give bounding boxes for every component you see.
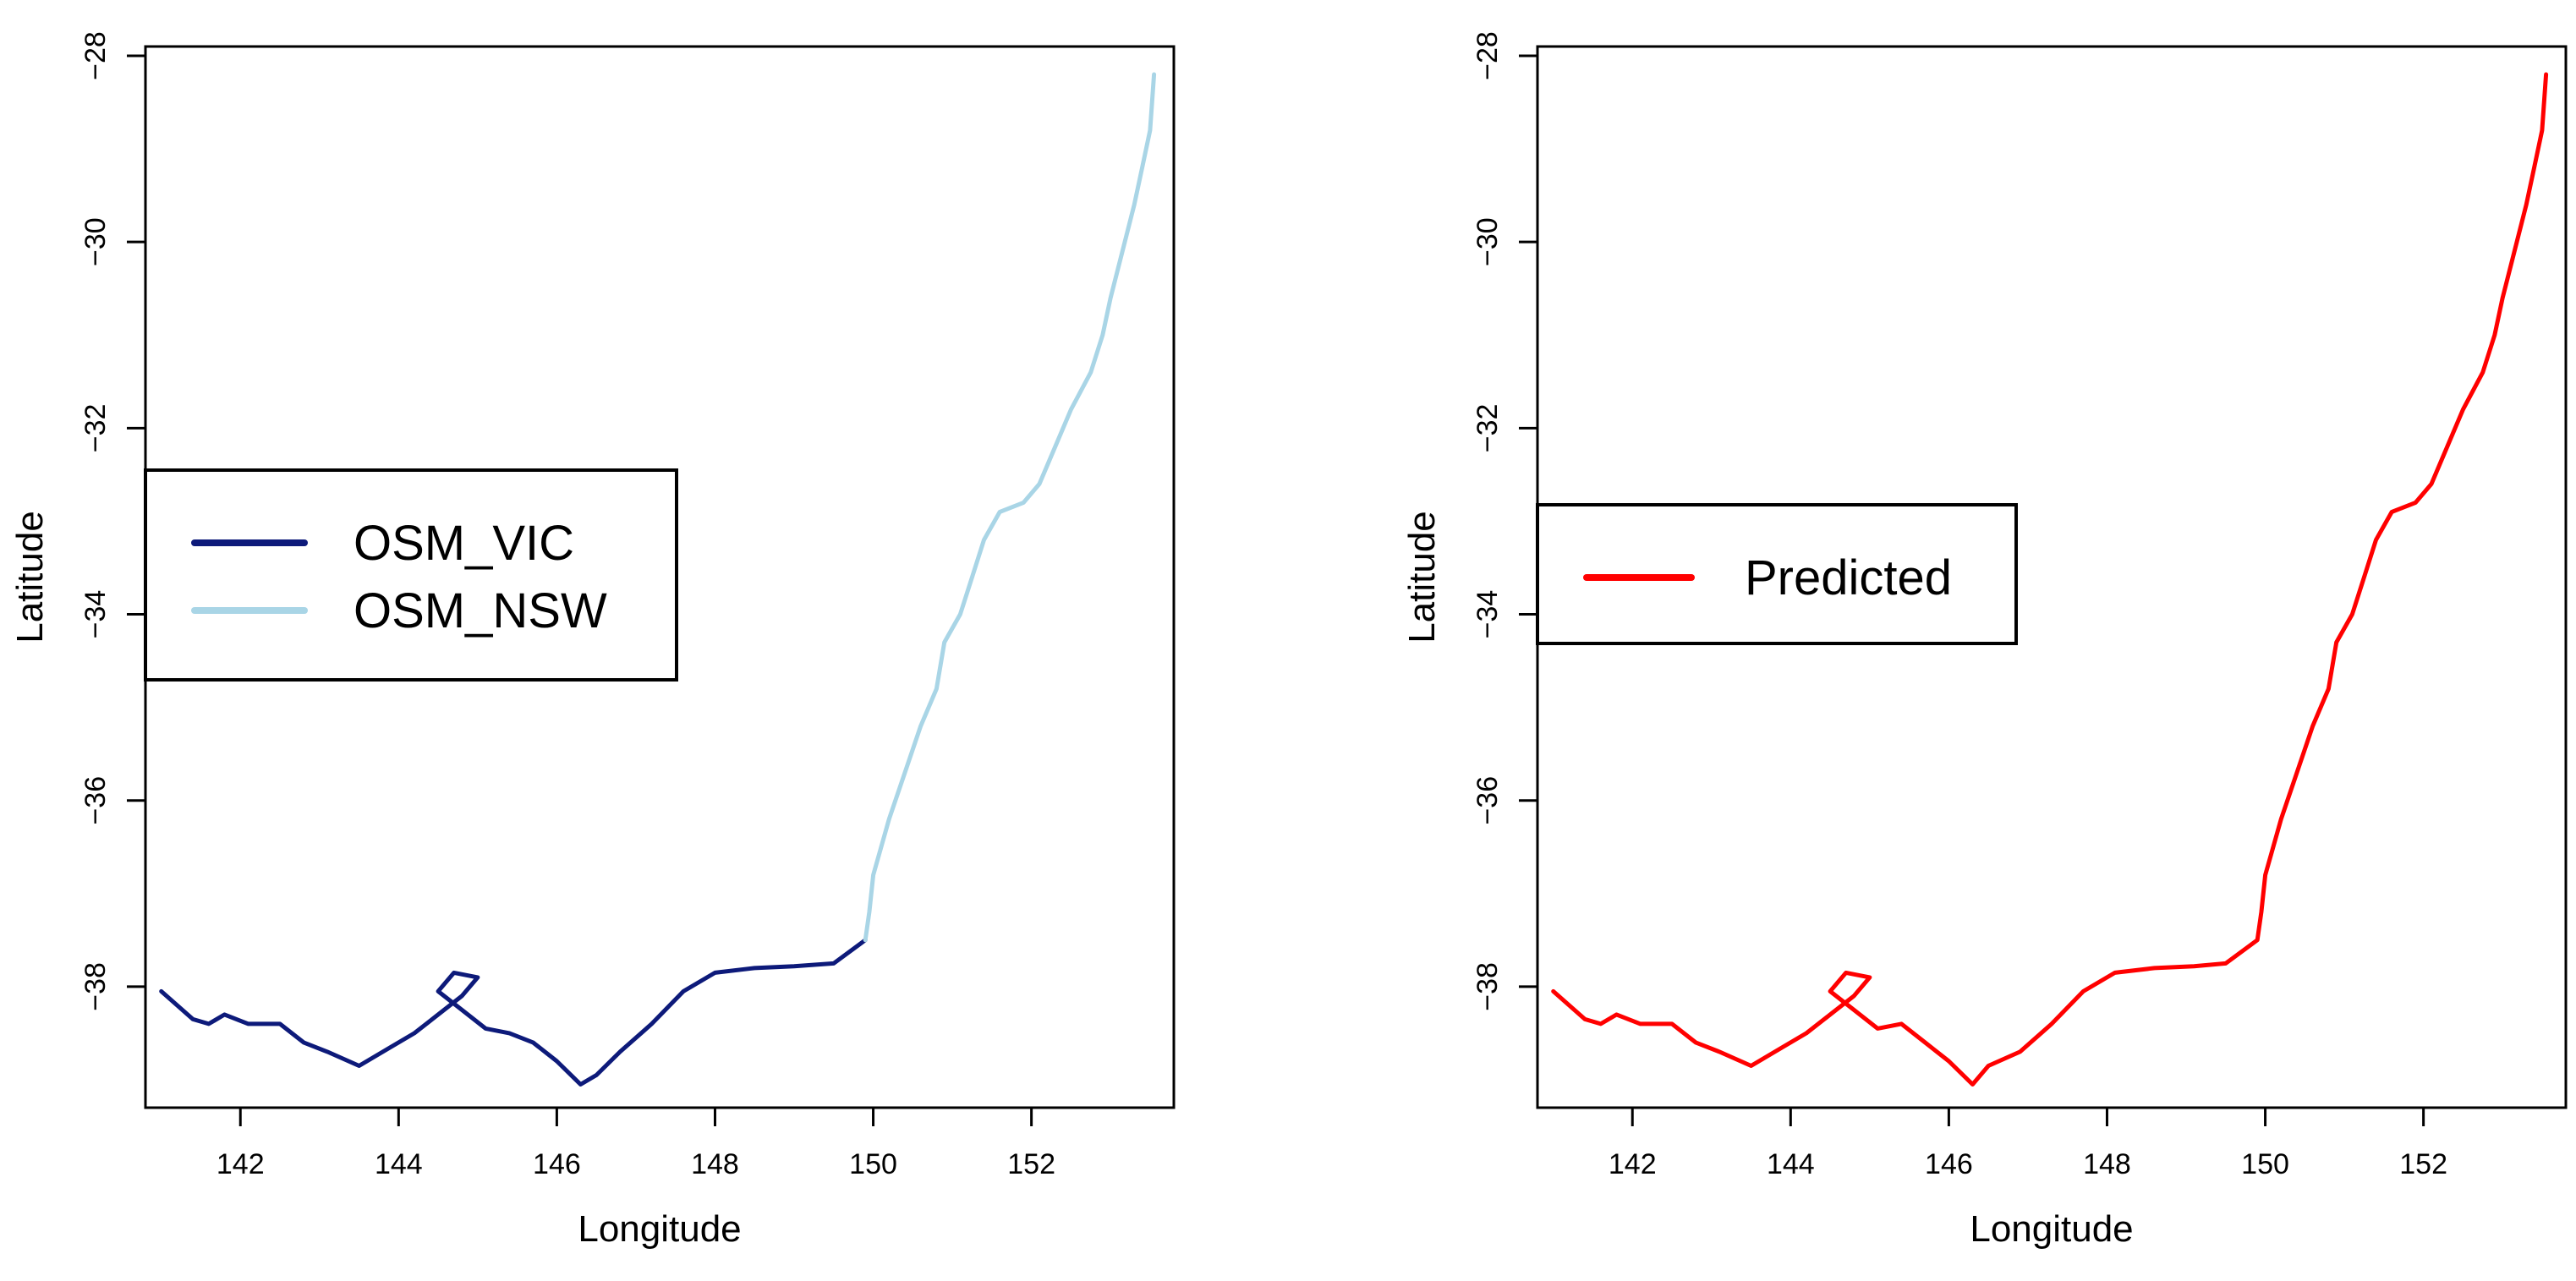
legend: OSM_VIC OSM_NSW	[144, 468, 678, 682]
y-tick-label: −34	[1472, 590, 1504, 639]
x-tick-label: 142	[216, 1148, 265, 1180]
legend: Predicted	[1536, 503, 2018, 645]
x-tick-label: 150	[2241, 1148, 2289, 1180]
x-tick-label: 146	[1925, 1148, 1973, 1180]
legend-label-osm-nsw: OSM_NSW	[354, 583, 607, 638]
x-tick-label: 152	[1007, 1148, 1055, 1180]
right-panel: 142 144 146 148 150 152 −28 −30 −32 −34 −36 −38 Long…	[1401, 31, 2568, 1250]
series-line-osm-nsw	[863, 72, 1157, 943]
x-tick-label: 152	[2399, 1148, 2447, 1180]
x-tick-label: 142	[1609, 1148, 1657, 1180]
y-tick-label: −32	[79, 404, 112, 453]
x-tick-label: 144	[375, 1148, 423, 1180]
y-tick-label: −34	[79, 590, 112, 639]
y-tick-label: −28	[1472, 31, 1504, 80]
y-tick-label: −38	[1472, 962, 1504, 1011]
x-tick-label: 148	[2083, 1148, 2131, 1180]
series-line-predicted	[1551, 72, 2549, 1087]
y-axis-title: Latitude	[9, 511, 51, 643]
x-tick-label: 148	[691, 1148, 739, 1180]
y-tick-label: −38	[79, 962, 112, 1011]
legend-label-predicted: Predicted	[1745, 550, 1952, 605]
y-tick-label: −36	[79, 776, 112, 825]
x-tick-label: 144	[1767, 1148, 1815, 1180]
y-tick-label: −30	[1472, 217, 1504, 266]
legend-box	[144, 468, 678, 682]
x-tick-label: 150	[849, 1148, 897, 1180]
x-tick-label: 146	[533, 1148, 581, 1180]
x-axis-title: Longitude	[578, 1208, 741, 1250]
left-panel: 142 144 146 148 150 152 −28 −30 −32 −34 −36 −38 Long…	[9, 31, 1176, 1250]
y-tick-label: −28	[79, 31, 112, 80]
y-tick-label: −36	[1472, 776, 1504, 825]
y-tick-label: −32	[1472, 404, 1504, 453]
legend-label-osm-vic: OSM_VIC	[354, 516, 574, 571]
y-tick-label: −30	[79, 217, 112, 266]
series-line-osm-vic	[159, 938, 868, 1087]
y-axis-title: Latitude	[1401, 511, 1443, 643]
x-axis-title: Longitude	[1970, 1208, 2133, 1250]
